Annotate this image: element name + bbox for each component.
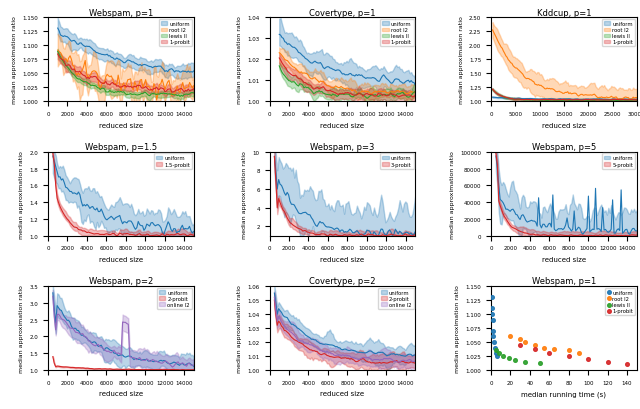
X-axis label: reduced size: reduced size <box>321 256 364 262</box>
root l2 <box>549 346 559 352</box>
Title: Webspam, p=1.5: Webspam, p=1.5 <box>85 143 157 152</box>
lewis ll <box>504 355 514 361</box>
Y-axis label: median approximation ratio: median approximation ratio <box>458 16 463 104</box>
X-axis label: reduced size: reduced size <box>321 122 364 128</box>
Legend: uniform, 2-probit, online l2: uniform, 2-probit, online l2 <box>378 288 413 309</box>
lewis ll <box>510 357 520 363</box>
X-axis label: reduced size: reduced size <box>99 390 143 396</box>
root l2 <box>530 342 540 348</box>
Y-axis label: median approximation ratio: median approximation ratio <box>450 151 455 238</box>
Legend: uniform, 2-probit, online l2: uniform, 2-probit, online l2 <box>157 288 192 309</box>
X-axis label: reduced size: reduced size <box>542 256 586 262</box>
Title: Webspam, p=1: Webspam, p=1 <box>532 276 596 285</box>
1-probit <box>530 346 540 352</box>
uniform <box>490 344 500 351</box>
Y-axis label: median approximation ratio: median approximation ratio <box>237 284 242 372</box>
lewis ll <box>520 359 530 365</box>
Legend: uniform, 3-probit: uniform, 3-probit <box>380 154 413 169</box>
Y-axis label: median approximation ratio: median approximation ratio <box>237 16 242 104</box>
uniform <box>488 317 498 323</box>
root l2 <box>515 336 525 343</box>
Title: Webspam, p=5: Webspam, p=5 <box>532 143 596 152</box>
Legend: uniform, root l2, lewis ll, 1-probit: uniform, root l2, lewis ll, 1-probit <box>159 20 192 47</box>
Title: Webspam, p=1: Webspam, p=1 <box>89 9 153 18</box>
X-axis label: reduced size: reduced size <box>542 122 586 128</box>
1-probit <box>622 361 632 368</box>
uniform <box>491 350 501 357</box>
Y-axis label: median approximation ratio: median approximation ratio <box>19 151 24 238</box>
1-probit <box>544 350 554 357</box>
uniform <box>492 353 502 360</box>
Legend: uniform, root l2, lewis ll, 1-probit: uniform, root l2, lewis ll, 1-probit <box>605 288 636 315</box>
Title: Kddcup, p=1: Kddcup, p=1 <box>537 9 591 18</box>
lewis ll <box>493 350 504 357</box>
Y-axis label: median approximation ratio: median approximation ratio <box>12 16 17 104</box>
root l2 <box>573 350 584 357</box>
Legend: uniform, 5-probit: uniform, 5-probit <box>602 154 636 169</box>
Y-axis label: median approximation ratio: median approximation ratio <box>243 151 247 238</box>
Legend: uniform, root l2, lewis ll, 1-probit: uniform, root l2, lewis ll, 1-probit <box>380 20 413 47</box>
root l2 <box>540 344 550 351</box>
root l2 <box>564 347 574 354</box>
uniform <box>487 311 497 317</box>
Y-axis label: median approximation ratio: median approximation ratio <box>19 284 24 372</box>
X-axis label: reduced size: reduced size <box>321 390 364 396</box>
lewis ll <box>491 347 501 354</box>
Title: Covertype, p=1: Covertype, p=1 <box>309 9 376 18</box>
uniform <box>488 333 499 340</box>
X-axis label: reduced size: reduced size <box>99 122 143 128</box>
lewis ll <box>534 360 545 367</box>
uniform <box>486 306 497 312</box>
1-probit <box>583 356 593 362</box>
uniform <box>486 294 497 301</box>
root l2 <box>506 333 516 340</box>
root l2 <box>520 339 530 346</box>
X-axis label: reduced size: reduced size <box>99 256 143 262</box>
Title: Webspam, p=3: Webspam, p=3 <box>310 143 374 152</box>
lewis ll <box>497 353 508 360</box>
uniform <box>488 328 498 334</box>
Title: Covertype, p=2: Covertype, p=2 <box>309 276 376 285</box>
Legend: uniform, root l2, lewis ll, 1-probit: uniform, root l2, lewis ll, 1-probit <box>602 20 636 47</box>
Title: Webspam, p=2: Webspam, p=2 <box>89 276 153 285</box>
Legend: uniform, 1.5-probit: uniform, 1.5-probit <box>154 154 192 169</box>
1-probit <box>602 359 612 365</box>
X-axis label: median running time (s): median running time (s) <box>522 390 607 397</box>
1-probit <box>515 342 525 348</box>
uniform <box>489 339 499 346</box>
1-probit <box>564 353 574 360</box>
Y-axis label: median approximation ratio: median approximation ratio <box>455 284 460 372</box>
